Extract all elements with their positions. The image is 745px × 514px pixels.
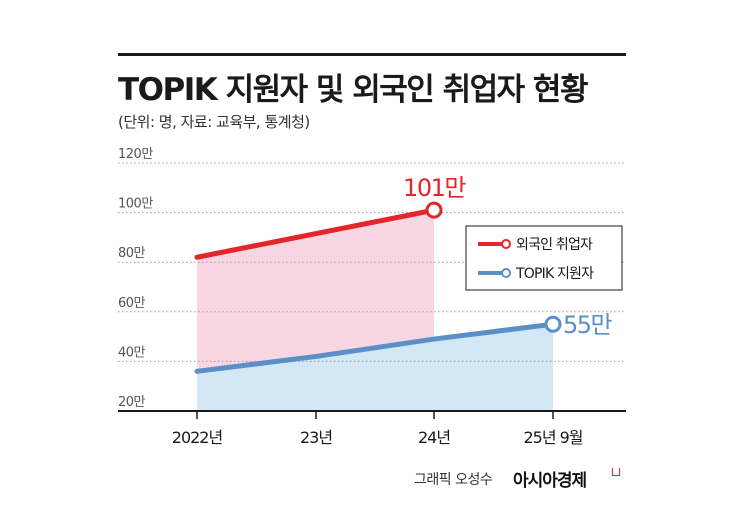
chart-subtitle: (단위: 명, 자료: 교육부, 통계청) [118,113,310,131]
series-line-0 [194,207,437,260]
series-end-marker-0 [425,201,443,219]
series-end-label-0: 101만 [403,174,466,202]
chart-title: TOPIK 지원자 및 외국인 취업자 현황 [118,72,588,108]
series-end-label-1: 55만 [563,311,613,339]
y-tick-label: 20만 [118,395,146,410]
y-tick-label: 100만 [118,197,153,212]
graphic-credit: 그래픽 오성수 [414,472,493,488]
y-tick-label: 120만 [118,147,153,162]
y-tick-label: 80만 [118,246,146,261]
title-rule [118,53,626,56]
series-fill-1 [197,324,553,411]
brand-mark-icon [612,468,620,476]
x-tick-label: 25년 9월 [523,428,582,447]
legend-swatch-marker [501,268,511,278]
x-tick-label: 23년 [300,428,332,447]
legend-label: 외국인 취업자 [516,237,593,253]
brand-logo: 아시아경제 [513,471,587,491]
y-tick-label: 60만 [118,296,146,311]
legend-box [465,225,623,291]
x-tick-label: 24년 [418,428,450,447]
legend-swatch-marker [501,239,511,249]
legend-label: TOPIK 지원자 [515,266,594,282]
y-tick-label: 40만 [118,345,146,360]
series-end-marker-1 [544,315,562,333]
series-line-1 [194,321,556,374]
x-tick-label: 2022년 [172,428,223,447]
